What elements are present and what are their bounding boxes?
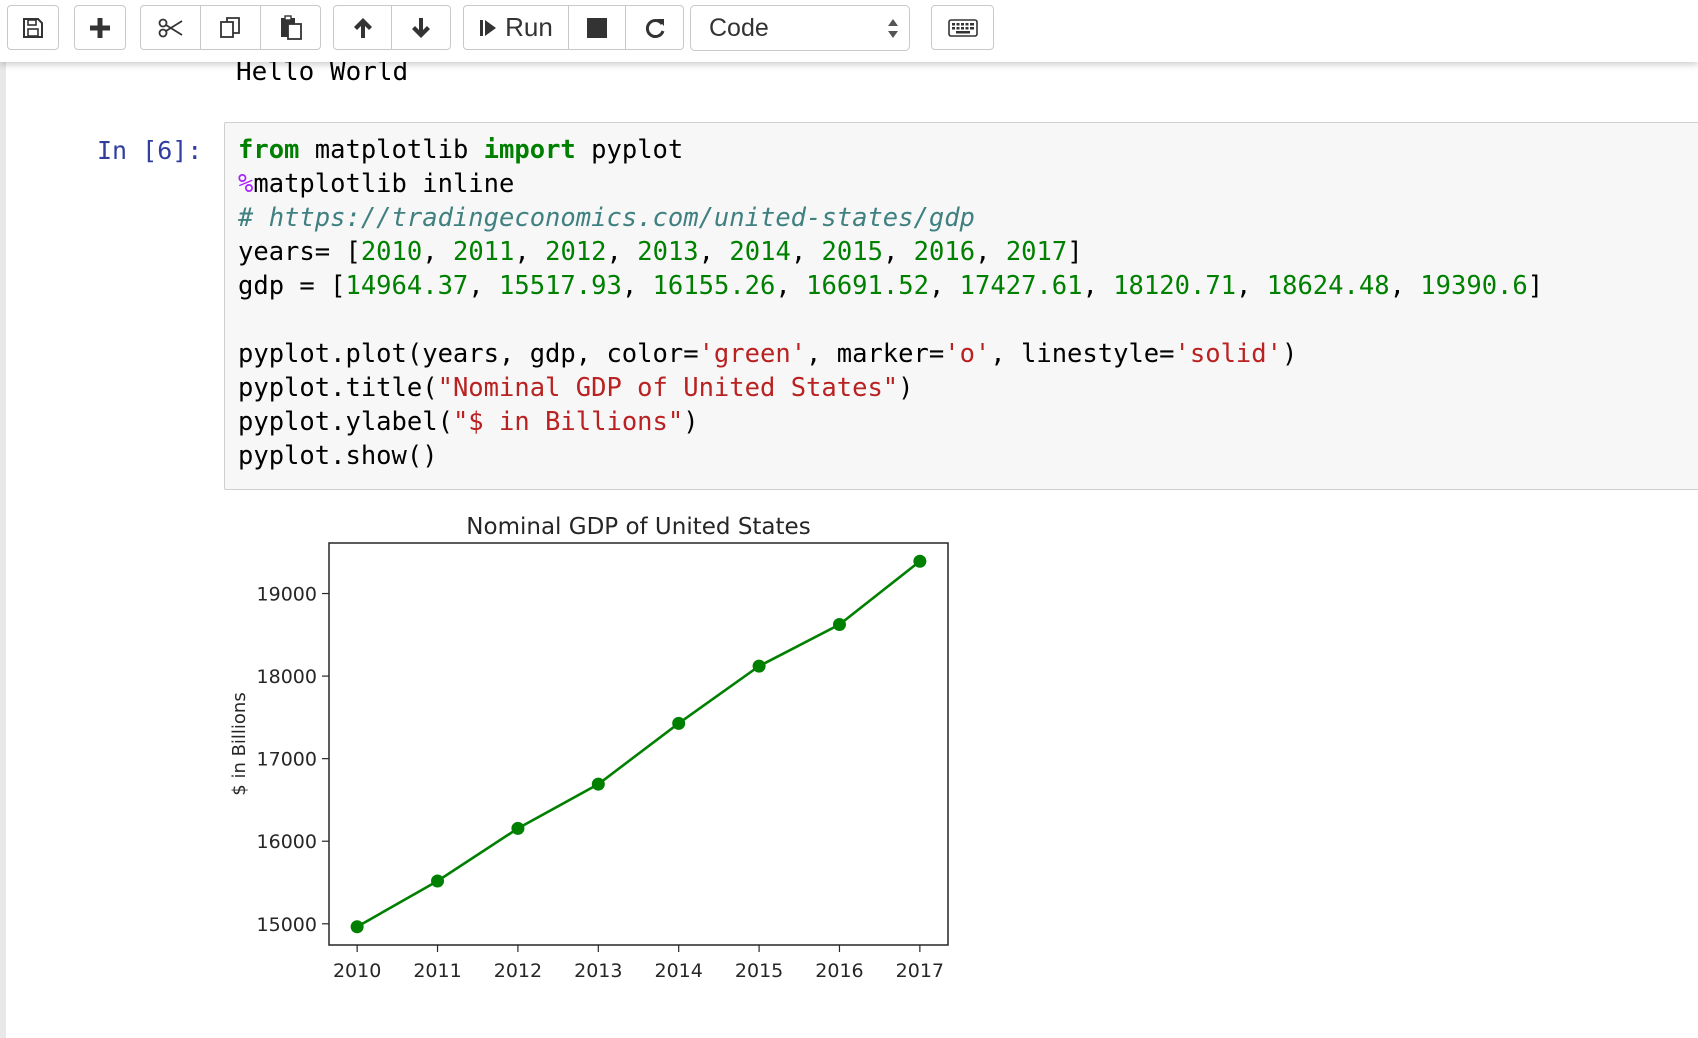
code-line: pyplot.plot(years, gdp, color='green', m… <box>238 339 1298 369</box>
x-tick-label: 2010 <box>333 960 381 982</box>
code-editor[interactable]: from matplotlib import pyplot %matplotli… <box>238 133 1543 473</box>
code-number: 2010 <box>360 237 423 267</box>
notebook-toolbar: Run Code <box>0 0 1698 62</box>
stop-icon <box>587 17 607 38</box>
notebook-left-border <box>0 62 6 1038</box>
code-number: 18120.71 <box>1113 271 1237 301</box>
refresh-icon <box>645 18 664 38</box>
data-point-marker <box>591 777 605 791</box>
gdp-line-chart: Nominal GDP of United States $ in Billion… <box>230 514 949 982</box>
code-number: 18624.48 <box>1266 271 1390 301</box>
code-number: 2012 <box>545 237 607 267</box>
copy-button[interactable] <box>200 5 261 50</box>
data-point-marker <box>913 554 927 568</box>
keyboard-shortcuts-button[interactable] <box>931 5 994 50</box>
code-number: 2015 <box>821 237 883 267</box>
y-axis-label: $ in Billions <box>230 692 250 795</box>
y-tick-label: 19000 <box>257 584 317 606</box>
code-line: pyplot.ylabel("$ in Billions") <box>238 407 699 437</box>
code-number: 15517.93 <box>499 271 622 301</box>
step-forward-icon <box>480 19 497 36</box>
plus-icon <box>90 17 110 38</box>
cell-type-value: Code <box>709 13 769 42</box>
y-tick-label: 16000 <box>257 831 317 853</box>
x-tick-label: 2016 <box>815 960 863 982</box>
x-tick-label: 2015 <box>735 960 783 982</box>
previous-cell-output: Hello World <box>236 57 409 87</box>
data-point-marker <box>350 920 364 934</box>
y-tick-label: 15000 <box>257 914 317 936</box>
code-number: 2017 <box>1005 237 1068 267</box>
data-point-marker <box>832 618 846 632</box>
y-tick-label: 17000 <box>257 749 317 771</box>
x-tick-label: 2011 <box>413 960 461 982</box>
code-number: 14964.37 <box>345 271 469 301</box>
data-point-marker <box>752 659 766 673</box>
code-line: years= [2010, 2011, 2012, 2013, 2014, 20… <box>238 237 1083 267</box>
code-number: 2011 <box>452 237 515 267</box>
data-point-marker <box>431 874 445 888</box>
move-down-button[interactable] <box>391 5 451 50</box>
input-prompt: In [6]: <box>97 136 203 165</box>
code-line: gdp = [14964.37, 15517.93, 16155.26, 166… <box>238 271 1544 301</box>
scissors-icon <box>158 18 182 37</box>
x-tick-label: 2012 <box>494 960 542 982</box>
x-tick-label: 2014 <box>655 960 703 982</box>
cut-button[interactable] <box>140 5 201 50</box>
y-tick-label: 18000 <box>257 666 317 688</box>
code-number: 2016 <box>913 237 976 267</box>
save-button[interactable] <box>7 5 59 50</box>
code-line: pyplot.show() <box>238 441 438 471</box>
code-cell-input[interactable]: from matplotlib import pyplot %matplotli… <box>224 122 1698 490</box>
floppy-disk-icon <box>23 17 43 38</box>
code-line: %matplotlib inline <box>238 169 515 199</box>
move-up-button[interactable] <box>333 5 392 50</box>
x-tick-label: 2013 <box>574 960 622 982</box>
gdp-series-line <box>356 560 921 928</box>
data-point-marker <box>511 821 525 835</box>
code-line: from matplotlib import pyplot <box>238 135 684 165</box>
keyboard-icon <box>947 18 978 37</box>
code-number: 2013 <box>637 237 699 267</box>
cell-type-select[interactable]: Code <box>690 5 910 51</box>
run-label: Run <box>505 12 553 42</box>
code-number: 2014 <box>729 237 791 267</box>
paste-button[interactable] <box>260 5 321 50</box>
run-button[interactable]: Run <box>463 5 569 50</box>
code-number: 19390.6 <box>1420 271 1528 301</box>
code-line: # https://tradingeconomics.com/united-st… <box>238 203 975 233</box>
interrupt-button[interactable] <box>568 5 626 50</box>
code-line-blank <box>238 303 1543 337</box>
code-number: 16691.52 <box>806 271 929 301</box>
code-number: 17427.61 <box>959 271 1083 301</box>
arrow-down-icon <box>412 17 430 38</box>
code-line: pyplot.title("Nominal GDP of United Stat… <box>238 373 914 403</box>
plot-area <box>328 542 949 946</box>
insert-cell-button[interactable] <box>74 5 126 50</box>
code-number: 16155.26 <box>652 271 776 301</box>
x-tick-label: 2017 <box>896 960 944 982</box>
clipboard-icon <box>280 14 302 40</box>
data-point-marker <box>672 716 686 730</box>
restart-button[interactable] <box>625 5 684 50</box>
arrow-up-icon <box>353 17 372 38</box>
copy-icon <box>219 16 240 38</box>
chart-title: Nominal GDP of United States <box>466 514 810 540</box>
select-arrows-icon <box>888 19 898 38</box>
